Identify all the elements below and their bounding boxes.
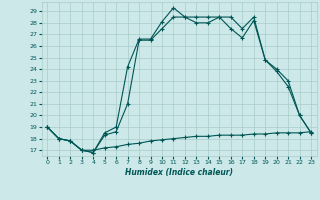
X-axis label: Humidex (Indice chaleur): Humidex (Indice chaleur) <box>125 168 233 177</box>
